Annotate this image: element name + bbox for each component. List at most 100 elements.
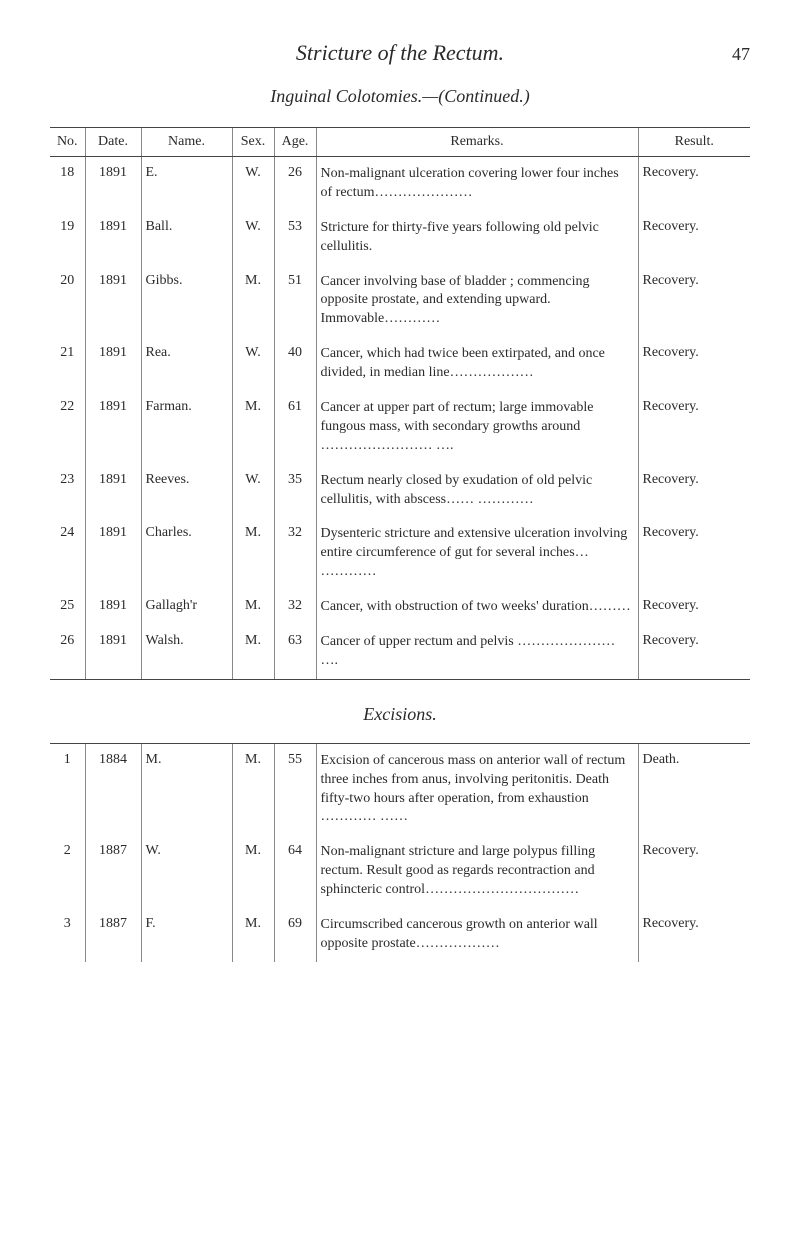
cell-result: Recovery. (638, 908, 750, 962)
cell-name: F. (141, 908, 232, 962)
colotomies-table: No. Date. Name. Sex. Age. Remarks. Resul… (50, 127, 750, 680)
cell-remarks: Cancer of upper rectum and pelvis ………………… (316, 625, 638, 679)
cell-sex: W. (232, 337, 274, 391)
cell-name: E. (141, 157, 232, 211)
cell-age: 63 (274, 625, 316, 679)
cell-name: W. (141, 835, 232, 908)
cell-name: Reeves. (141, 464, 232, 518)
table-row: 181891E.W.26Non-malignant ulceration cov… (50, 157, 750, 211)
table-row: 31887F.M.69Circumscribed cancerous growt… (50, 908, 750, 962)
table-row: 241891Charles.M.32Dysenteric stricture a… (50, 517, 750, 590)
cell-result: Recovery. (638, 337, 750, 391)
col-no: No. (50, 128, 85, 157)
excisions-table: 11884M.M.55Excision of cancerous mass on… (50, 743, 750, 962)
cell-name: Farman. (141, 391, 232, 464)
cell-date: 1891 (85, 265, 141, 338)
table-row: 251891Gallagh'rM.32Cancer, with obstruct… (50, 590, 750, 625)
cell-result: Recovery. (638, 625, 750, 679)
cell-sex: M. (232, 517, 274, 590)
col-age: Age. (274, 128, 316, 157)
cell-result: Recovery. (638, 265, 750, 338)
cell-remarks: Stricture for thirty-five years followin… (316, 211, 638, 265)
cell-remarks: Excision of cancerous mass on anterior w… (316, 743, 638, 835)
cell-name: Walsh. (141, 625, 232, 679)
cell-sex: W. (232, 464, 274, 518)
cell-age: 32 (274, 590, 316, 625)
cell-date: 1884 (85, 743, 141, 835)
cell-result: Recovery. (638, 157, 750, 211)
cell-no: 25 (50, 590, 85, 625)
subtitle: Inguinal Colotomies.—(Continued.) (50, 86, 750, 107)
cell-name: Charles. (141, 517, 232, 590)
cell-age: 69 (274, 908, 316, 962)
cell-age: 32 (274, 517, 316, 590)
cell-sex: M. (232, 265, 274, 338)
cell-remarks: Cancer, with obstruction of two weeks' d… (316, 590, 638, 625)
page-number: 47 (710, 44, 750, 65)
col-name: Name. (141, 128, 232, 157)
cell-remarks: Rectum nearly closed by exudation of old… (316, 464, 638, 518)
cell-no: 22 (50, 391, 85, 464)
cell-date: 1891 (85, 211, 141, 265)
cell-sex: W. (232, 211, 274, 265)
cell-date: 1891 (85, 625, 141, 679)
cell-name: M. (141, 743, 232, 835)
cell-no: 1 (50, 743, 85, 835)
cell-result: Recovery. (638, 835, 750, 908)
cell-date: 1891 (85, 590, 141, 625)
cell-remarks: Cancer involving base of bladder ; comme… (316, 265, 638, 338)
cell-no: 24 (50, 517, 85, 590)
cell-remarks: Cancer at upper part of rectum; large im… (316, 391, 638, 464)
excisions-heading: Excisions. (50, 704, 750, 725)
table-row: 11884M.M.55Excision of cancerous mass on… (50, 743, 750, 835)
table-row: 231891Reeves.W.35Rectum nearly closed by… (50, 464, 750, 518)
cell-name: Gallagh'r (141, 590, 232, 625)
table-header-row: No. Date. Name. Sex. Age. Remarks. Resul… (50, 128, 750, 157)
cell-sex: M. (232, 625, 274, 679)
cell-no: 19 (50, 211, 85, 265)
cell-sex: M. (232, 908, 274, 962)
cell-sex: M. (232, 590, 274, 625)
col-remarks: Remarks. (316, 128, 638, 157)
cell-date: 1887 (85, 908, 141, 962)
col-sex: Sex. (232, 128, 274, 157)
cell-date: 1891 (85, 337, 141, 391)
cell-no: 3 (50, 908, 85, 962)
col-date: Date. (85, 128, 141, 157)
cell-no: 23 (50, 464, 85, 518)
cell-result: Recovery. (638, 464, 750, 518)
cell-result: Recovery. (638, 517, 750, 590)
cell-remarks: Non-malignant stricture and large polypu… (316, 835, 638, 908)
cell-age: 61 (274, 391, 316, 464)
cell-no: 18 (50, 157, 85, 211)
cell-no: 2 (50, 835, 85, 908)
cell-date: 1891 (85, 157, 141, 211)
cell-age: 35 (274, 464, 316, 518)
cell-result: Recovery. (638, 211, 750, 265)
cell-remarks: Cancer, which had twice been extirpated,… (316, 337, 638, 391)
page-title: Stricture of the Rectum. (90, 40, 710, 66)
cell-date: 1891 (85, 391, 141, 464)
cell-age: 55 (274, 743, 316, 835)
cell-sex: M. (232, 743, 274, 835)
table-row: 261891Walsh.M.63Cancer of upper rectum a… (50, 625, 750, 679)
table-row: 221891Farman.M.61Cancer at upper part of… (50, 391, 750, 464)
cell-date: 1891 (85, 517, 141, 590)
cell-age: 53 (274, 211, 316, 265)
cell-age: 64 (274, 835, 316, 908)
cell-age: 51 (274, 265, 316, 338)
cell-sex: W. (232, 157, 274, 211)
table-row: 211891Rea.W.40Cancer, which had twice be… (50, 337, 750, 391)
cell-date: 1891 (85, 464, 141, 518)
cell-age: 40 (274, 337, 316, 391)
cell-no: 21 (50, 337, 85, 391)
cell-date: 1887 (85, 835, 141, 908)
cell-result: Recovery. (638, 391, 750, 464)
cell-result: Death. (638, 743, 750, 835)
cell-sex: M. (232, 391, 274, 464)
table-row: 201891Gibbs.M.51Cancer involving base of… (50, 265, 750, 338)
col-result: Result. (638, 128, 750, 157)
cell-remarks: Non-malignant ulceration covering lower … (316, 157, 638, 211)
cell-no: 26 (50, 625, 85, 679)
cell-remarks: Circumscribed cancerous growth on anteri… (316, 908, 638, 962)
